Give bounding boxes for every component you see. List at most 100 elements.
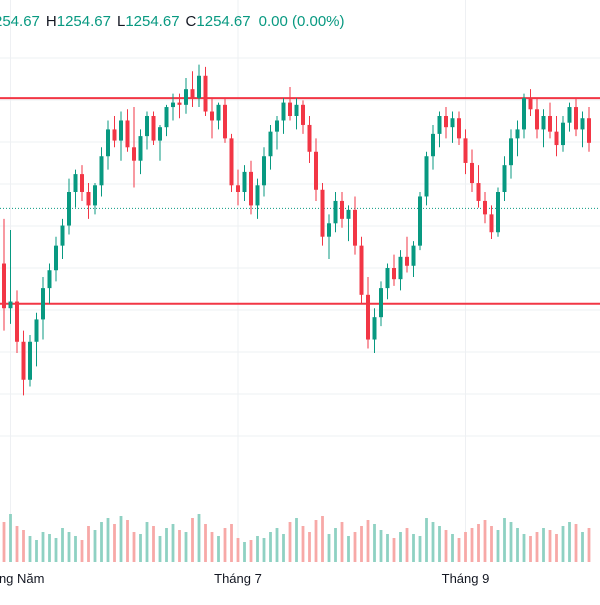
volume-bar — [243, 542, 246, 562]
candle-body — [301, 104, 305, 125]
candle-body — [99, 156, 104, 186]
candle — [489, 205, 494, 239]
candle — [535, 98, 539, 139]
candle — [307, 116, 312, 163]
candle-body — [567, 107, 572, 123]
volume-bar — [119, 516, 123, 562]
candle — [223, 98, 227, 143]
volume-bar — [334, 528, 337, 562]
candle — [463, 129, 468, 175]
candle — [431, 124, 435, 170]
candle-body — [54, 245, 58, 271]
volume-bar — [126, 520, 129, 562]
candle-body — [307, 124, 312, 152]
candle — [528, 89, 533, 116]
volume-bar — [80, 540, 84, 562]
candle-body — [93, 185, 97, 206]
volume-bar — [405, 528, 409, 562]
candle-body — [171, 102, 175, 108]
candle — [184, 78, 188, 114]
volume-bar — [340, 522, 344, 562]
low-value: 1254.67 — [125, 12, 180, 30]
candle-body — [392, 268, 396, 280]
candle — [392, 254, 396, 286]
volume-bar — [210, 532, 214, 562]
candle — [249, 160, 253, 215]
volume-bar — [262, 538, 266, 562]
candle-body — [60, 225, 65, 246]
volume-bar — [457, 538, 461, 562]
volume-bar — [477, 524, 480, 562]
candle-body — [379, 288, 383, 318]
candle-body — [242, 171, 247, 192]
candle-body — [164, 107, 169, 128]
candle-body — [112, 129, 117, 141]
candle-body — [262, 156, 266, 186]
candle-body — [255, 185, 260, 206]
volume-bar — [22, 530, 25, 562]
volume-bar — [529, 536, 532, 562]
volume-bar — [438, 526, 441, 562]
volume-bar — [275, 528, 279, 562]
candle — [522, 93, 526, 139]
candle — [119, 111, 123, 161]
candle-body — [138, 136, 143, 161]
volume-bar — [15, 526, 19, 562]
volume-bar — [353, 532, 357, 562]
volume-bar — [145, 522, 149, 562]
candle — [587, 107, 591, 152]
volume-bar — [87, 526, 90, 562]
volume-bar — [197, 514, 201, 562]
volume-bar — [54, 538, 58, 562]
candle — [125, 109, 130, 152]
candle — [138, 129, 143, 175]
candle — [385, 263, 390, 300]
volume-bar — [152, 526, 155, 562]
candles — [2, 64, 591, 396]
candle-body — [80, 174, 84, 192]
candle — [340, 192, 344, 228]
volume-bar — [587, 528, 591, 562]
candle-body — [15, 301, 19, 342]
candle-body — [2, 263, 6, 309]
candle — [99, 147, 104, 197]
candle — [151, 111, 156, 146]
candle — [236, 169, 240, 206]
candle-body — [437, 116, 442, 134]
high-key: H — [45, 12, 57, 30]
candle-body — [353, 209, 357, 246]
candle — [424, 151, 429, 206]
candle — [28, 335, 32, 387]
candle-body — [509, 138, 513, 166]
candle — [398, 250, 403, 291]
candle — [158, 124, 162, 161]
x-tick-label: Tháng 7 — [214, 571, 262, 586]
candle — [574, 98, 578, 137]
candle — [106, 120, 110, 170]
candle-body — [489, 214, 494, 233]
volume-bar — [360, 526, 363, 562]
candle-body — [223, 104, 227, 139]
candle-body — [444, 116, 448, 128]
candle — [353, 196, 357, 255]
volume-bar — [503, 518, 506, 562]
candle-body — [587, 118, 591, 143]
volume-bar — [399, 532, 402, 562]
candle-body — [548, 116, 552, 132]
volume-bar — [282, 534, 285, 562]
volume-bar — [522, 534, 526, 562]
volume-bar — [470, 528, 474, 562]
candle-body — [177, 102, 182, 105]
candle — [60, 218, 65, 260]
candle — [210, 98, 214, 139]
candle-body — [210, 111, 214, 121]
candle-body — [132, 147, 136, 161]
candle — [301, 100, 305, 134]
volume-bar — [139, 534, 142, 562]
candle — [561, 116, 565, 152]
candle-body — [320, 189, 325, 237]
candle-body — [340, 200, 344, 219]
candle-body — [288, 102, 292, 116]
volume-bar — [106, 518, 110, 562]
